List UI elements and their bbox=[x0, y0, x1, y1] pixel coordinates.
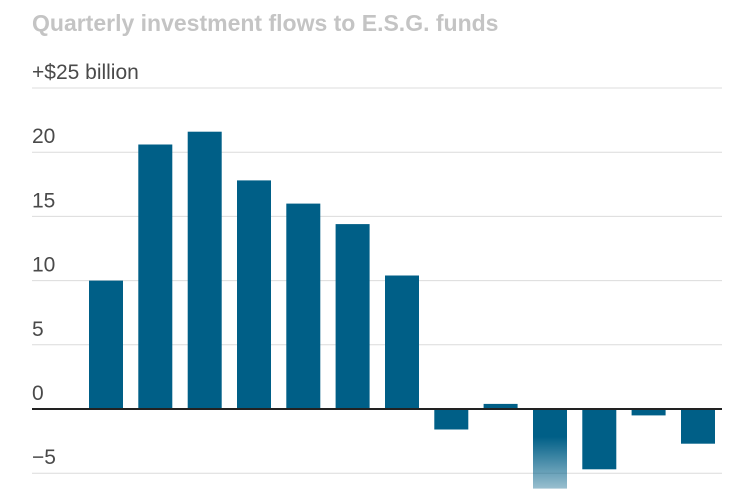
bar bbox=[533, 409, 567, 489]
bar bbox=[434, 409, 469, 430]
bar bbox=[89, 280, 123, 409]
bar bbox=[631, 409, 666, 416]
bar bbox=[681, 409, 715, 444]
bar bbox=[335, 224, 370, 409]
y-axis-tick-labels: +$25 billion 20 15 10 5 0 −5 bbox=[32, 61, 139, 469]
y-tick-label: 20 bbox=[32, 125, 55, 148]
bar bbox=[483, 403, 518, 409]
y-tick-label: −5 bbox=[32, 446, 56, 469]
bar bbox=[138, 144, 173, 409]
gridlines bbox=[32, 87, 722, 474]
bar bbox=[286, 203, 321, 409]
bar bbox=[237, 180, 271, 409]
y-tick-label: +$25 billion bbox=[32, 61, 139, 84]
y-tick-label: 15 bbox=[32, 189, 55, 212]
y-tick-label: 0 bbox=[32, 382, 44, 405]
chart-title: Quarterly investment flows to E.S.G. fun… bbox=[32, 10, 499, 36]
y-tick-label: 5 bbox=[32, 318, 44, 341]
bar bbox=[385, 275, 419, 409]
bar bbox=[582, 409, 617, 470]
bar bbox=[187, 131, 222, 409]
y-tick-label: 10 bbox=[32, 254, 55, 277]
bars bbox=[89, 131, 715, 489]
